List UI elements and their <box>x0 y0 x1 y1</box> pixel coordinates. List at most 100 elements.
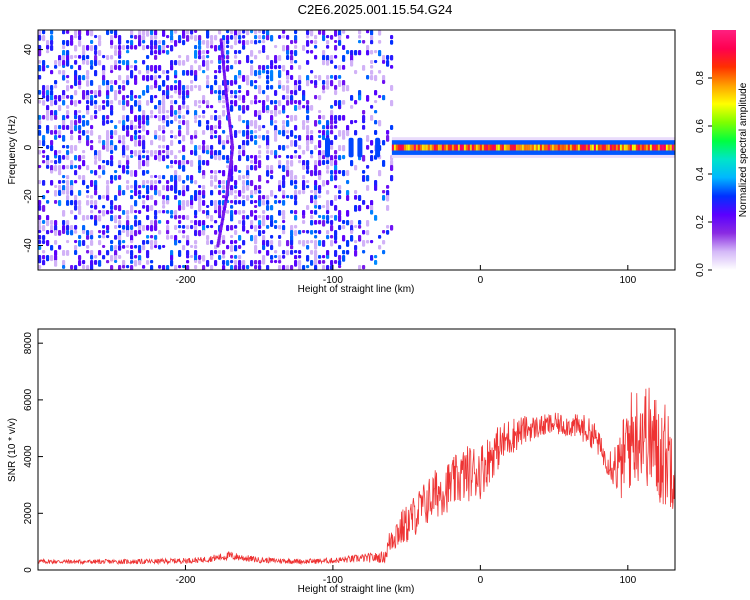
heatmap-cell <box>202 60 206 67</box>
heatmap-cell <box>326 125 330 130</box>
heatmap-cell <box>246 90 250 96</box>
heatmap-cell <box>537 144 541 151</box>
heatmap-cell <box>142 60 146 65</box>
heatmap-cell <box>314 260 318 267</box>
heatmap-cell <box>122 170 126 174</box>
heatmap-cell <box>220 47 224 52</box>
heatmap-cell <box>298 105 302 110</box>
heatmap-cell <box>270 260 274 264</box>
heatmap-cell <box>86 235 90 240</box>
heatmap-cell <box>106 135 110 141</box>
heatmap-cell <box>138 185 142 189</box>
heatmap-cell <box>114 145 118 151</box>
heatmap-cell <box>338 40 342 46</box>
heatmap-cell <box>158 175 162 180</box>
heatmap-cell <box>226 155 230 161</box>
heatmap-cell <box>190 140 194 145</box>
heatmap-cell <box>54 135 58 140</box>
heatmap-cell <box>202 230 206 236</box>
heatmap-cell <box>326 250 330 257</box>
heatmap-cell <box>218 215 222 219</box>
heatmap-cell <box>390 65 394 69</box>
heatmap-cell <box>146 180 150 184</box>
heatmap-cell <box>286 90 290 94</box>
heatmap-cell <box>90 80 94 86</box>
heatmap-cell <box>314 190 318 196</box>
heatmap-cell <box>374 100 378 104</box>
heatmap-cell <box>302 95 306 101</box>
heatmap-cell <box>403 144 407 151</box>
heatmap-cell <box>322 30 326 36</box>
heatmap-cell <box>322 260 326 264</box>
heatmap-cell <box>314 185 318 191</box>
heatmap-cell <box>386 225 390 229</box>
heatmap-cell <box>258 135 262 139</box>
heatmap-x-axis-label: Height of straight line (km) <box>298 284 415 295</box>
snr-frame <box>37 328 676 571</box>
heatmap-cell <box>54 220 58 226</box>
heatmap-cell <box>206 45 210 49</box>
heatmap-cell <box>210 45 214 49</box>
heatmap-cell <box>374 215 378 221</box>
heatmap-cell <box>146 115 150 121</box>
heatmap-cell <box>350 220 354 226</box>
heatmap-cell <box>322 215 326 220</box>
heatmap-cell <box>250 160 254 164</box>
heatmap-cell <box>242 215 246 220</box>
heatmap-cell <box>38 140 42 146</box>
heatmap-cell <box>46 110 50 117</box>
heatmap-cell <box>42 60 46 67</box>
heatmap-cell <box>118 185 122 192</box>
heatmap-cell <box>274 65 278 70</box>
heatmap-cell <box>270 115 274 121</box>
heatmap-cell <box>286 80 290 84</box>
heatmap-cell <box>90 205 94 209</box>
heatmap-cell <box>214 90 218 94</box>
heatmap-cell <box>190 35 194 40</box>
heatmap-cell <box>194 120 198 124</box>
heatmap-cell <box>150 85 154 90</box>
heatmap-cell <box>122 45 126 50</box>
heatmap-cell <box>134 60 138 64</box>
heatmap-cell <box>182 120 186 126</box>
heatmap-cell <box>162 265 166 270</box>
heatmap-cell <box>94 155 98 160</box>
heatmap-cell <box>102 145 106 150</box>
heatmap-cell <box>378 235 382 239</box>
heatmap-cell <box>298 260 302 266</box>
heatmap-cell <box>154 105 158 110</box>
heatmap-cell <box>54 260 58 267</box>
heatmap-cell <box>611 144 615 151</box>
heatmap-cell <box>310 30 314 37</box>
heatmap-cell <box>102 140 106 146</box>
heatmap-cell <box>286 115 290 119</box>
heatmap-cell <box>330 60 334 64</box>
heatmap-cell <box>326 205 330 211</box>
heatmap-cell <box>130 155 134 158</box>
heatmap-cell <box>326 75 330 80</box>
heatmap-cell <box>206 85 210 89</box>
heatmap-cell <box>70 35 74 41</box>
heatmap-cell <box>134 190 138 197</box>
heatmap-cell <box>66 75 70 79</box>
heatmap-cell <box>50 70 54 75</box>
heatmap-cell <box>561 144 565 151</box>
heatmap-cell <box>190 65 194 72</box>
heatmap-cell <box>226 165 230 169</box>
heatmap-cell <box>238 95 242 101</box>
heatmap-cell <box>110 140 114 147</box>
heatmap-cell <box>246 80 250 86</box>
heatmap-cell <box>66 40 70 47</box>
heatmap-cell <box>166 95 170 100</box>
heatmap-cell <box>238 170 242 173</box>
heatmap-cell <box>62 90 66 96</box>
heatmap-cell <box>110 110 114 116</box>
heatmap-cell <box>78 55 82 59</box>
heatmap-cell <box>58 150 62 154</box>
heatmap-cell <box>154 135 158 140</box>
heatmap-cell <box>102 80 106 86</box>
heatmap-cell <box>86 195 90 199</box>
heatmap-cell <box>186 250 190 257</box>
heatmap-cell <box>218 100 222 104</box>
heatmap-cell <box>110 255 114 262</box>
